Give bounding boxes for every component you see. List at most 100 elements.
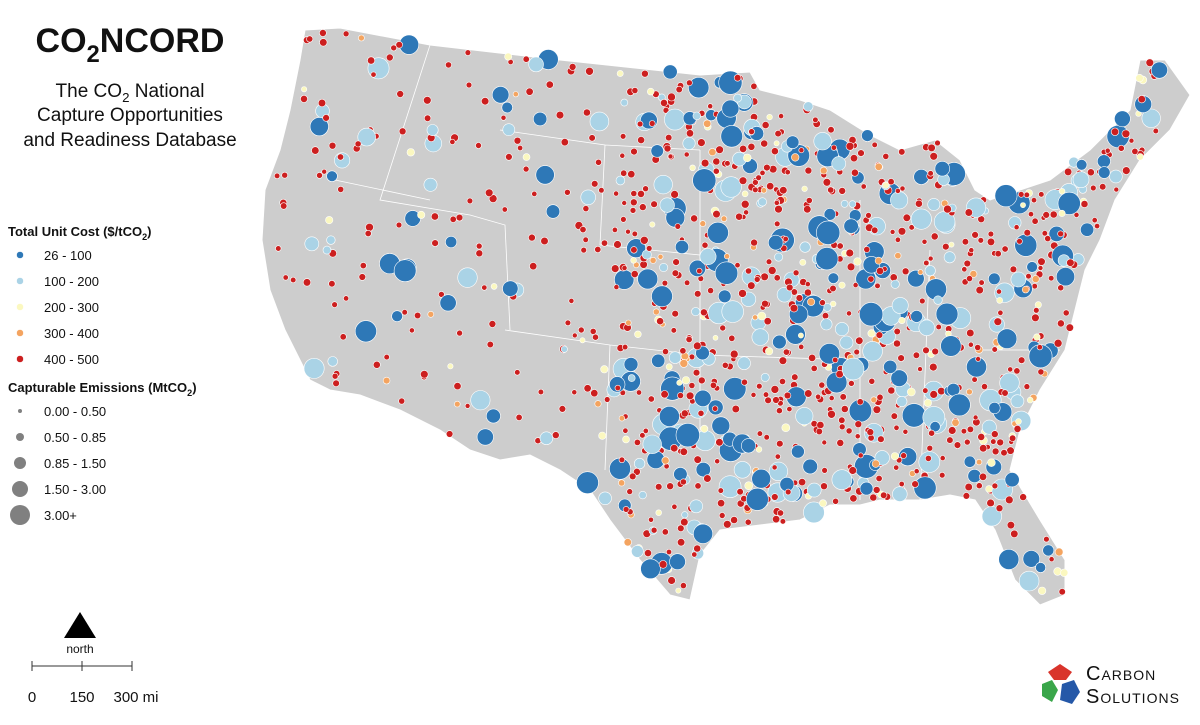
facility-dot [622,427,629,434]
subtitle-subscript: 2 [122,90,129,105]
facility-dot [354,320,377,343]
facility-dot [655,509,662,516]
facility-dot [971,376,978,383]
north-arrow [64,612,96,638]
facility-dot [999,372,1020,393]
facility-dot [766,113,773,121]
facility-dot [343,295,350,302]
facility-dot [539,431,554,445]
facility-dot [700,158,710,168]
facility-dot [398,127,407,136]
facility-dot [804,389,813,398]
facility-dot [651,285,673,308]
facility-dot [831,156,847,171]
facility-dot [634,330,642,338]
facility-dot [896,395,908,407]
facility-dot [630,257,637,264]
facility-dot [806,482,822,498]
facility-dot [358,34,365,42]
facility-dot [839,335,854,350]
facility-dot [1037,368,1045,376]
facility-dot [551,431,560,439]
facility-dot [908,224,915,231]
facility-dot [423,177,438,192]
facility-dot [1057,319,1065,328]
facility-dot [961,238,970,246]
facility-dot [454,400,461,408]
facility-dot [990,438,997,445]
facility-dot [679,447,688,456]
facility-dot [1031,197,1038,204]
facility-dot [475,249,484,258]
facility-dot [628,472,637,481]
facility-dot [692,168,717,193]
facility-dot [890,191,909,210]
facility-dot [845,248,854,258]
facility-dot [901,267,910,276]
facility-dot [622,435,630,444]
facility-dot [897,227,907,236]
facility-dot [743,209,749,216]
facility-dot [488,320,497,328]
facility-dot [1145,58,1155,67]
facility-dot [721,300,744,323]
logo-text: Solutions [1086,686,1180,708]
facility-dot [770,385,780,394]
facility-dot [733,461,752,479]
facility-dot [1022,550,1041,568]
subtitle-line: The CO2 National [56,81,205,105]
facility-dot [804,288,812,297]
title-subscript: 2 [87,41,100,68]
facility-dot [776,407,783,415]
facility-dot [522,165,530,173]
facility-dot [322,245,332,255]
facility-dot [1063,167,1073,176]
facility-dot [630,190,638,197]
facility-dot [848,466,857,475]
facility-dot [986,237,996,246]
facility-dot [636,120,644,128]
facility-dot [690,214,698,223]
facility-dot [700,308,708,317]
facility-dot [829,284,837,293]
facility-dot [598,491,612,505]
facility-dot [688,382,696,389]
facility-dot [813,132,832,151]
facility-dot [1066,258,1075,267]
facility-dot [836,242,844,250]
facility-dot [1007,366,1014,373]
facility-dot [485,188,494,198]
facility-dot [752,186,759,194]
facility-dot [290,276,297,284]
facility-dot [738,176,748,185]
facility-dot [830,144,837,151]
facility-dot [911,480,919,488]
legend-title-part: Capturable Emissions (MtCO [8,380,187,395]
facility-dot [661,456,670,465]
facility-dot [812,116,819,123]
facility-dot [1141,108,1161,128]
facility-dot [642,427,649,434]
facility-dot [723,253,730,260]
legend-size [16,433,24,441]
facility-dot [667,153,674,160]
facility-dot [707,103,714,110]
facility-dot [672,258,680,266]
facility-dot [819,166,828,175]
facility-dot [738,289,747,298]
facility-dot [771,464,778,471]
facility-dot [1121,129,1131,139]
facility-dot [336,153,344,161]
facility-dot [614,384,621,392]
facility-dot [659,262,669,272]
facility-dot [1117,144,1125,152]
facility-dot [1057,230,1064,238]
facility-dot [720,176,742,198]
facility-dot [529,262,538,271]
facility-dot [899,185,906,192]
facility-dot [456,329,463,337]
facility-dot [880,491,888,499]
facility-dot [893,327,901,336]
facility-dot [922,346,930,354]
